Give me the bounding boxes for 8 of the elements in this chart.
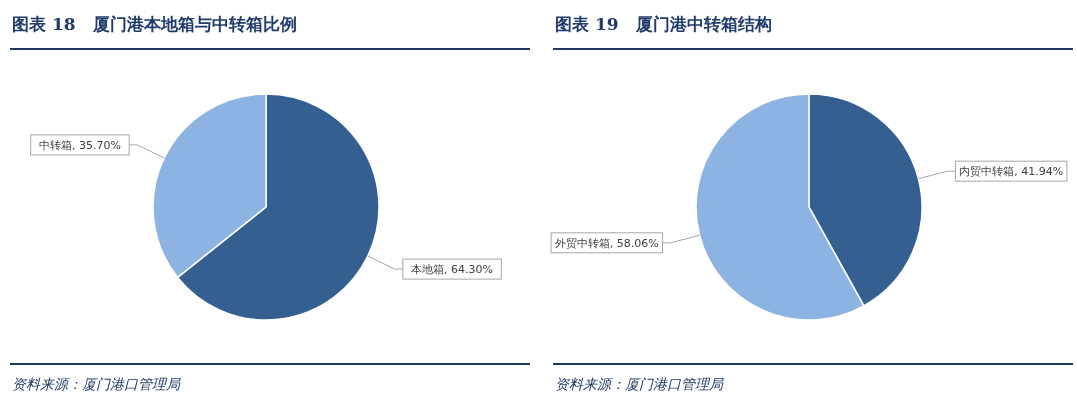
slice-label: 中转箱, 35.70% (38, 138, 121, 152)
chart-title: 图表 18 厦门港本地箱与中转箱比例 (12, 14, 297, 34)
slice-label: 外贸中转箱, 58.06% (554, 236, 659, 250)
chart-title: 图表 19 厦门港中转箱结构 (555, 14, 772, 34)
slice-label: 本地箱, 64.30% (411, 263, 494, 277)
text: 资料来源：厦门港口管理局 (555, 376, 724, 392)
text: 资料来源：厦门港口管理局 (12, 376, 181, 392)
slice-label: 内贸中转箱, 41.94% (959, 165, 1064, 179)
